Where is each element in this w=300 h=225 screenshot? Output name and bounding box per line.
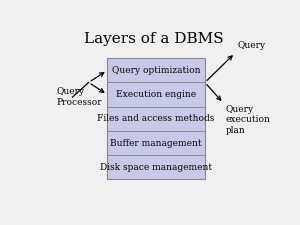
Text: Execution engine: Execution engine	[116, 90, 196, 99]
Text: Disk space management: Disk space management	[100, 163, 212, 172]
Text: Query
Processor: Query Processor	[56, 88, 102, 107]
Text: Files and access methods: Files and access methods	[98, 114, 215, 123]
FancyBboxPatch shape	[107, 58, 205, 180]
Text: Layers of a DBMS: Layers of a DBMS	[84, 32, 224, 46]
Text: Buffer management: Buffer management	[110, 139, 202, 148]
Text: Query: Query	[238, 40, 266, 50]
Text: Query
execution
plan: Query execution plan	[226, 105, 271, 135]
Text: Query optimization: Query optimization	[112, 66, 200, 75]
